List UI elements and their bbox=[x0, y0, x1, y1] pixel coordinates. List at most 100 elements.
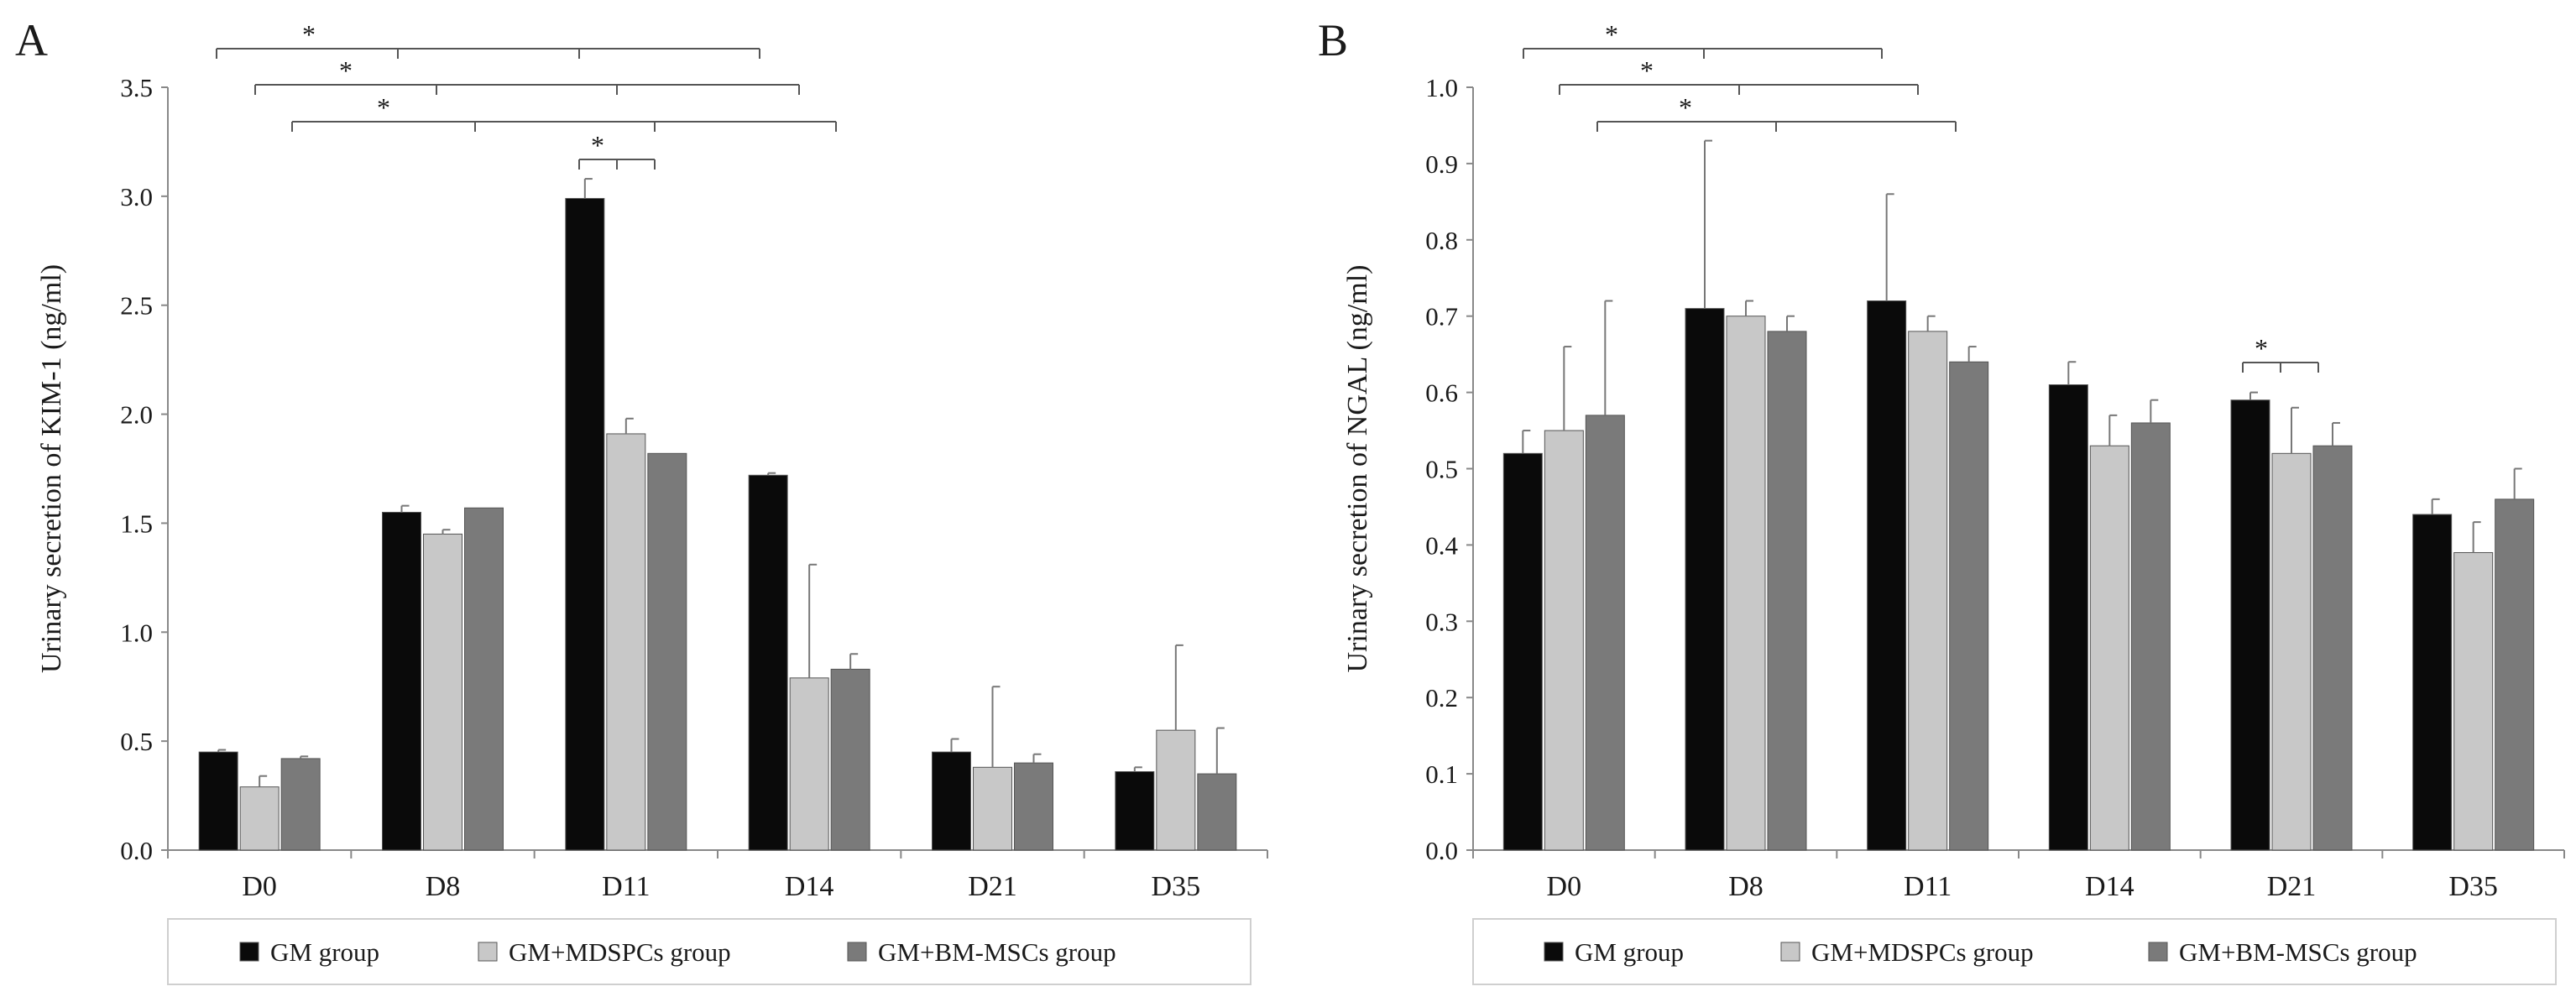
legend: GM group GM+MDSPCs group GM+BM-MSCs group bbox=[1472, 918, 2557, 985]
y-tick-label: 0.2 bbox=[1425, 683, 1458, 712]
bar bbox=[382, 511, 421, 851]
bar bbox=[239, 786, 280, 851]
panel-b: B 0.0 0.1 0.2 0.3 0.4 0.5 0.6 0.7 0.8 0.9 1.0 Urinar… bbox=[1318, 15, 2565, 985]
legend-label: GM group bbox=[270, 937, 379, 967]
y-tick-label: 3.5 bbox=[120, 73, 153, 102]
bar bbox=[748, 474, 788, 851]
bar bbox=[2453, 551, 2494, 851]
y-axis-label: Urinary secretion of NGAL (ng/ml) bbox=[1342, 265, 1373, 673]
x-tick-label: D21 bbox=[968, 871, 1017, 902]
y-tick-label: 0.6 bbox=[1425, 378, 1458, 408]
panel-letter: A bbox=[15, 15, 48, 65]
bar bbox=[1726, 316, 1766, 851]
x-tick-label: D35 bbox=[2448, 871, 2498, 902]
bar bbox=[198, 751, 238, 851]
significance-bracket: * bbox=[216, 19, 760, 59]
bar bbox=[280, 758, 321, 851]
legend-swatch bbox=[847, 942, 867, 962]
bar bbox=[1767, 331, 1807, 851]
y-tick-label: 3.0 bbox=[120, 182, 153, 211]
significance-star: * bbox=[1679, 92, 1692, 123]
bar bbox=[606, 433, 646, 851]
significance-bracket: * bbox=[1523, 19, 1883, 59]
y-axis-label: Urinary secretion of KIM-1 (ng/ml) bbox=[36, 264, 67, 673]
significance-bracket: * bbox=[578, 130, 656, 170]
bar bbox=[2089, 445, 2129, 851]
significance-bracket: * bbox=[291, 92, 837, 132]
x-tick-label: D8 bbox=[426, 871, 461, 902]
x-tick-label: D0 bbox=[1547, 871, 1582, 902]
significance-star: * bbox=[339, 55, 353, 86]
significance-star: * bbox=[591, 130, 604, 160]
y-tick-label: 0.8 bbox=[1425, 226, 1458, 255]
bar bbox=[565, 197, 605, 851]
significance-star: * bbox=[2255, 333, 2268, 363]
bar bbox=[1014, 762, 1053, 851]
legend-swatch bbox=[1544, 942, 1564, 962]
legend-box bbox=[167, 918, 1251, 985]
bar bbox=[1544, 430, 1584, 851]
y-tick-label: 0.3 bbox=[1425, 607, 1458, 636]
bar bbox=[2495, 498, 2535, 851]
bar bbox=[1949, 361, 1989, 851]
significance-bracket: * bbox=[1559, 55, 1919, 95]
x-tick-label: D21 bbox=[2267, 871, 2317, 902]
bar bbox=[830, 668, 870, 851]
y-tick-label: 0.5 bbox=[1425, 455, 1458, 484]
x-tick-label: D11 bbox=[602, 871, 650, 902]
bar bbox=[1585, 415, 1625, 851]
legend-box bbox=[1472, 918, 2557, 985]
y-tick-label: 1.5 bbox=[120, 509, 153, 538]
y-tick-label: 0.1 bbox=[1425, 759, 1458, 789]
legend-swatch bbox=[2148, 942, 2168, 962]
bar bbox=[2048, 384, 2088, 851]
y-tick-label: 0.0 bbox=[120, 836, 153, 865]
bar bbox=[2130, 422, 2171, 851]
bar bbox=[932, 751, 971, 851]
y-tick-label: 0.4 bbox=[1425, 530, 1458, 560]
significance-bracket: * bbox=[254, 55, 800, 95]
bar bbox=[2412, 514, 2453, 851]
legend-label: GM+BM-MSCs group bbox=[2179, 937, 2417, 967]
significance-star: * bbox=[377, 92, 390, 123]
y-tick-label: 1.0 bbox=[1425, 73, 1458, 102]
legend-swatch bbox=[1780, 942, 1800, 962]
y-tick-label: 0.9 bbox=[1425, 149, 1458, 179]
significance-bracket: * bbox=[2242, 333, 2319, 373]
bar bbox=[789, 677, 829, 851]
y-tick-label: 0.7 bbox=[1425, 302, 1458, 331]
legend-swatch bbox=[239, 942, 259, 962]
bar bbox=[1197, 773, 1237, 851]
bar bbox=[1156, 729, 1196, 851]
x-tick-label: D14 bbox=[785, 871, 834, 902]
legend-label: GM group bbox=[1575, 937, 1684, 967]
y-tick-label: 2.0 bbox=[120, 400, 153, 430]
bar bbox=[1685, 308, 1725, 851]
bar bbox=[647, 452, 687, 851]
x-tick-label: D14 bbox=[2085, 871, 2134, 902]
panel-letter: B bbox=[1318, 15, 1348, 65]
bar bbox=[464, 507, 504, 851]
bar bbox=[2312, 445, 2353, 851]
bar bbox=[1502, 452, 1543, 851]
bar bbox=[1908, 331, 1948, 851]
bar bbox=[423, 533, 462, 851]
y-tick-label: 1.0 bbox=[120, 618, 153, 647]
bar bbox=[2230, 399, 2270, 851]
legend: GM group GM+MDSPCs group GM+BM-MSCs group bbox=[167, 918, 1251, 985]
significance-bracket: * bbox=[1596, 92, 1957, 132]
bar bbox=[1115, 771, 1155, 851]
significance-star: * bbox=[302, 19, 316, 50]
legend-label: GM+BM-MSCs group bbox=[878, 937, 1116, 967]
significance-star: * bbox=[1605, 19, 1618, 50]
x-tick-label: D0 bbox=[242, 871, 277, 902]
x-tick-label: D8 bbox=[1728, 871, 1763, 902]
panel-a: A 0.0 0.5 1.0 1.5 2.0 2.5 3.0 3.5 Urinary secreti… bbox=[15, 15, 1268, 985]
legend-swatch bbox=[478, 942, 498, 962]
legend-label: GM+MDSPCs group bbox=[1811, 937, 2034, 967]
y-tick-label: 0.0 bbox=[1425, 836, 1458, 865]
y-tick-label: 0.5 bbox=[120, 727, 153, 756]
bar bbox=[973, 766, 1012, 851]
y-tick-label: 2.5 bbox=[120, 291, 153, 321]
